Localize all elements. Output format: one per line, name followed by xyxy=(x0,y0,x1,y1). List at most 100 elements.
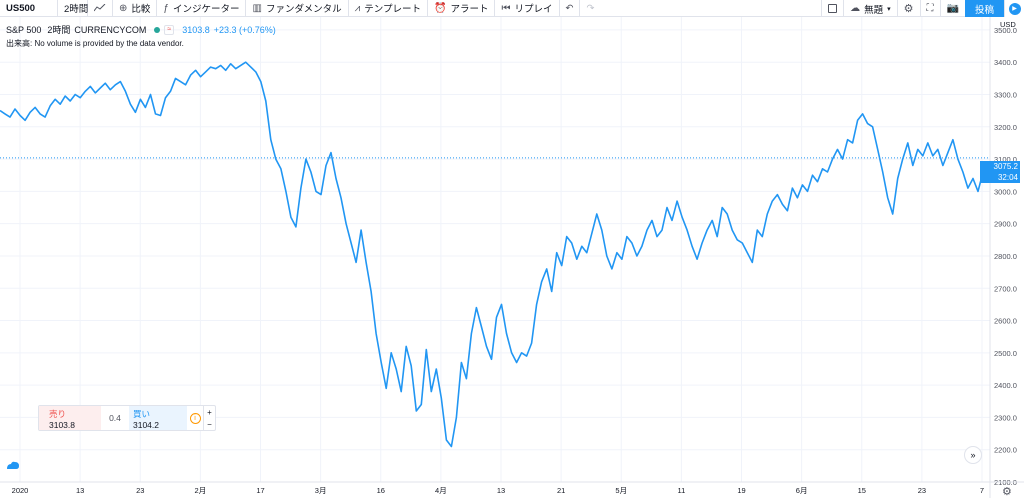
toolbar-right: ☁ 無題 ▾ ⚙ ⛶ 📷 投稿 ▶ xyxy=(821,0,1024,17)
tradingview-logo-icon[interactable] xyxy=(6,460,20,470)
time-tick-label: 3月 xyxy=(315,486,327,495)
symbol-search-button[interactable]: US500 xyxy=(0,0,58,17)
trade-widget: 売り 3103.8 0.4 買い 3104.2 i + − xyxy=(38,405,216,431)
settings-button[interactable]: ⚙ xyxy=(896,0,920,17)
line-style-icon xyxy=(94,4,106,12)
time-tick-label: 6月 xyxy=(796,486,808,495)
price-tick-label: 2900.0 xyxy=(994,220,1017,229)
top-toolbar: US500 2時間 ⊕ 比較 ƒ インジケーター ▥ ファンダメンタル ⩘ テン… xyxy=(0,0,1024,17)
price-tick-label: 3400.0 xyxy=(994,58,1017,67)
info-button[interactable]: i xyxy=(187,406,203,430)
time-tick-label: 2月 xyxy=(195,486,207,495)
time-tick-label: 5月 xyxy=(615,486,627,495)
fundamentals-label: ファンダメンタル xyxy=(265,4,342,15)
current-price-badge: 3075.2 xyxy=(980,161,1020,173)
volume-note: 出来高: No volume is provided by the data v… xyxy=(6,39,184,48)
buy-price: 3104.2 xyxy=(133,420,159,430)
publish-button[interactable]: 投稿 xyxy=(964,0,1004,17)
legend-symbol[interactable]: S&P 500 xyxy=(6,24,42,35)
fullscreen-icon: ⛶ xyxy=(926,3,934,14)
templates-icon: ⩘ xyxy=(354,2,361,14)
legend-source: CURRENCYCOM xyxy=(74,24,147,35)
buy-button[interactable]: 買い 3104.2 xyxy=(129,406,187,430)
price-series-line xyxy=(0,61,989,448)
time-tick-label: 19 xyxy=(737,486,745,495)
market-open-icon xyxy=(154,26,161,33)
undo-button[interactable]: ↶ xyxy=(560,0,581,17)
snapshot-button[interactable]: 📷 xyxy=(939,0,965,17)
price-chart[interactable]: 3500.0 3400.0 3300.0 3200.0 3100.0 3000.0 2900… xyxy=(0,17,1024,498)
compare-button[interactable]: ⊕ 比較 xyxy=(113,0,158,17)
templates-button[interactable]: ⩘ テンプレート xyxy=(349,0,429,17)
time-tick-label: 13 xyxy=(497,486,505,495)
price-tick-label: 2300.0 xyxy=(994,413,1017,422)
cloud-icon: ☁ xyxy=(850,3,861,14)
fundamentals-button[interactable]: ▥ ファンダメンタル xyxy=(246,0,349,17)
chart-settings-gear-icon[interactable]: ⚙ xyxy=(1002,486,1012,498)
buy-label: 買い xyxy=(133,409,151,419)
templates-label: テンプレート xyxy=(364,4,422,15)
price-tick-label: 2500.0 xyxy=(994,349,1017,358)
sell-button[interactable]: 売り 3103.8 xyxy=(39,406,101,430)
indicators-label: インジケーター xyxy=(172,4,240,15)
play-icon: ▶ xyxy=(1008,2,1021,15)
legend-change: +23.3 (+0.76%) xyxy=(213,24,276,35)
undo-icon: ↶ xyxy=(565,2,574,14)
price-tick-label: 3500.0 xyxy=(994,26,1017,35)
time-tick-label: 11 xyxy=(677,486,685,495)
plus-circle-icon: ⊕ xyxy=(119,2,128,14)
quantity-controls: + − xyxy=(203,406,215,430)
time-tick-label: 23 xyxy=(918,486,926,495)
alert-button[interactable]: ⏰ アラート xyxy=(428,0,496,17)
time-tick-label: 7 xyxy=(980,486,984,495)
time-tick-label: 16 xyxy=(377,486,385,495)
gear-icon: ⚙ xyxy=(903,3,914,15)
time-tick-label: 2020 xyxy=(12,486,29,495)
indicators-button[interactable]: ƒ インジケーター xyxy=(157,0,247,17)
chart-legend: S&P 500 2時間 CURRENCYCOM ≈ 3103.8 +23.3 (… xyxy=(6,23,276,36)
layout-name-button[interactable]: ☁ 無題 ▾ xyxy=(843,0,897,17)
price-tick-label: 3300.0 xyxy=(994,91,1017,100)
chart-pane[interactable]: 3500.0 3400.0 3300.0 3200.0 3100.0 3000.0 2900… xyxy=(0,17,1024,498)
chevron-down-icon: ▾ xyxy=(887,5,891,13)
price-tick-label: 2400.0 xyxy=(994,381,1017,390)
increase-button[interactable]: + xyxy=(207,407,212,417)
double-chevron-right-icon: » xyxy=(970,450,976,460)
alert-label: アラート xyxy=(450,4,489,15)
fullscreen-button[interactable]: ⛶ xyxy=(919,0,940,17)
chart-style-button[interactable] xyxy=(88,0,113,17)
legend-interval: 2時間 xyxy=(47,25,71,35)
bar-chart-icon: ▥ xyxy=(252,2,262,14)
decrease-button[interactable]: − xyxy=(207,419,212,429)
price-tick-label: 2200.0 xyxy=(994,446,1017,455)
price-tick-label: 3200.0 xyxy=(994,123,1017,132)
time-tick-label: 13 xyxy=(76,486,84,495)
legend-last-price: 3103.8 xyxy=(182,24,210,35)
sell-label: 売り xyxy=(49,409,67,419)
compare-label: 比較 xyxy=(131,4,151,15)
scroll-to-realtime-button[interactable]: » xyxy=(964,446,982,464)
play-button[interactable]: ▶ xyxy=(1004,0,1024,17)
interval-button[interactable]: 2時間 xyxy=(58,0,88,17)
price-tick-label: 2800.0 xyxy=(994,252,1017,261)
time-tick-label: 21 xyxy=(557,486,565,495)
info-icon: i xyxy=(189,412,201,424)
sell-price: 3103.8 xyxy=(49,420,75,430)
price-tick-label: 3100.0 xyxy=(994,155,1017,164)
select-layout-button[interactable] xyxy=(821,0,843,17)
camera-icon: 📷 xyxy=(946,3,959,14)
time-tick-label: 23 xyxy=(136,486,144,495)
currency-label: USD xyxy=(1000,20,1016,29)
time-tick-label: 4月 xyxy=(435,486,447,495)
function-icon: ƒ xyxy=(163,2,169,14)
redo-button[interactable]: ↷ xyxy=(580,0,600,17)
replay-button[interactable]: ⏮ リプレイ xyxy=(495,0,560,17)
countdown-badge: 32:04 xyxy=(980,172,1020,184)
price-tick-label: 2700.0 xyxy=(994,284,1017,293)
redo-icon: ↷ xyxy=(586,2,595,14)
replay-label: リプレイ xyxy=(514,4,553,15)
replay-icon: ⏮ xyxy=(501,2,511,14)
legend-chip[interactable]: ≈ xyxy=(164,24,175,35)
time-tick-label: 17 xyxy=(256,486,264,495)
price-tick-label: 3000.0 xyxy=(994,187,1017,196)
